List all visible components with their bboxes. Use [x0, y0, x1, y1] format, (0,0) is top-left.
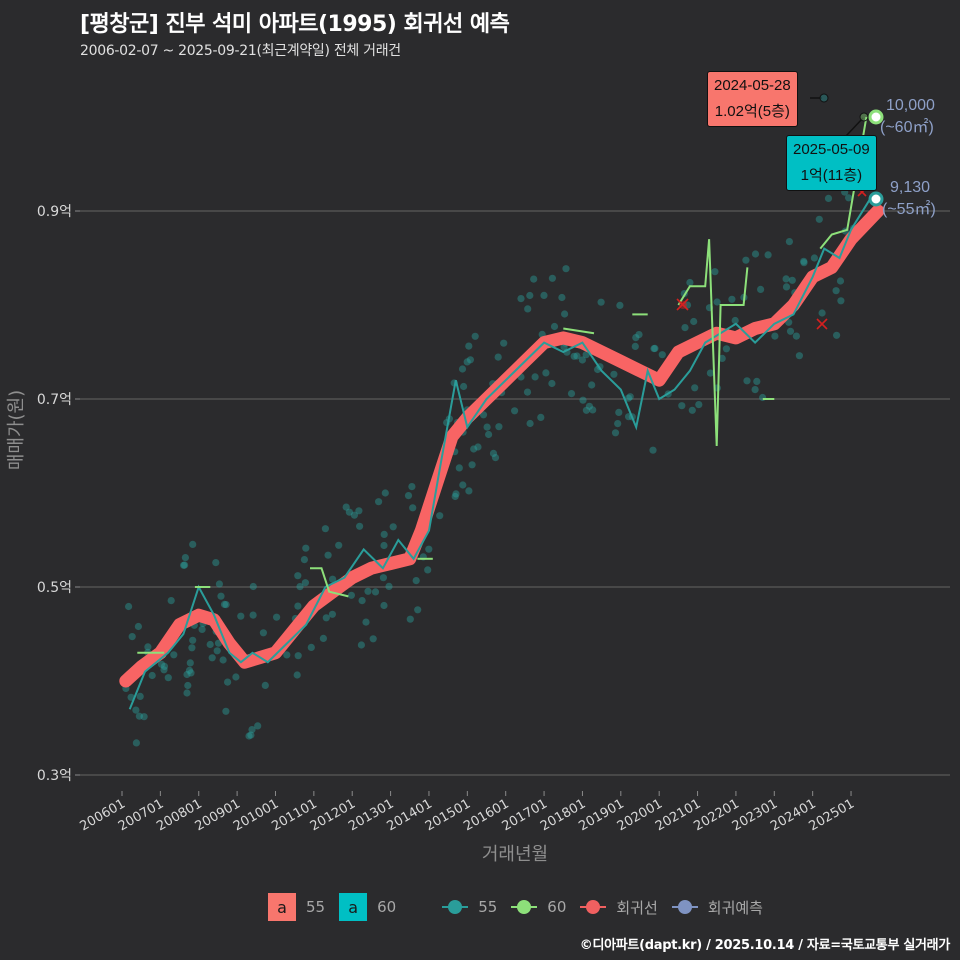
end-label-area: (~60㎡) [880, 119, 934, 136]
footer-credit: ©디아파트(dapt.kr) / 2025.10.14 / 자료=국토교통부 실… [579, 938, 951, 953]
callout-value: 1억(11층) [800, 167, 863, 184]
transaction-points [122, 177, 858, 747]
y-tick-label: 0.3억 [37, 768, 72, 784]
y-tick-label: 0.7억 [37, 392, 72, 408]
chart-title: [평창군] 진부 석미 아파트(1995) 회귀선 예측 [80, 12, 510, 37]
y-tick-label: 0.5억 [37, 580, 72, 596]
legend-box-55: a [268, 893, 296, 921]
callout-max-60: 2025-05-09 1억(11층) [786, 135, 877, 191]
legend-label: 55 [306, 898, 326, 916]
regression-line [119, 204, 885, 688]
outlier-markers [676, 187, 867, 330]
legend-label: 55 [478, 898, 498, 916]
end-label-value: 9,130 [890, 179, 931, 196]
callout-value: 1.02억(5층) [714, 103, 790, 120]
callout-date: 2024-05-28 [714, 77, 791, 94]
y-axis-title: 매매가(원) [6, 390, 27, 470]
gridlines [80, 210, 950, 776]
end-label-value: 10,000 [886, 97, 935, 114]
legend: a 55 a 60 55 60 회귀선 회귀예측 [268, 893, 777, 921]
end-label-60: 10,000 (~60㎡) [880, 95, 935, 139]
legend-box-60: a [339, 893, 368, 921]
legend-label: 회귀선 [616, 898, 658, 917]
legend-label: 회귀예측 [707, 898, 763, 917]
x-axis-title: 거래년월 [482, 844, 548, 865]
series-55-line [128, 198, 872, 710]
legend-line-55-icon [442, 900, 469, 914]
callout-date: 2025-05-09 [793, 141, 870, 158]
end-label-area: (~55㎡) [882, 201, 936, 218]
legend-label: 60 [377, 898, 397, 916]
legend-regression-icon [580, 900, 607, 914]
y-tick-label: 0.9억 [37, 204, 72, 220]
y-axis: 0.9억 0.7억 0.5억 0.3억 매매가(원) [6, 204, 80, 784]
callout-leaders [810, 97, 864, 137]
chart-subtitle: 2006-02-07 ~ 2025-09-21(최근계약일) 전체 거래건 [80, 43, 401, 59]
legend-prediction-icon [671, 900, 698, 914]
x-axis: 2006012007012008012009012010012011012012… [78, 791, 857, 834]
end-label-55: 9,130 (~55㎡) [882, 177, 936, 221]
legend-line-60-icon [511, 900, 538, 914]
legend-label: 60 [547, 898, 567, 916]
prediction-points [868, 109, 884, 207]
callout-max-55: 2024-05-28 1.02억(5층) [707, 71, 798, 127]
